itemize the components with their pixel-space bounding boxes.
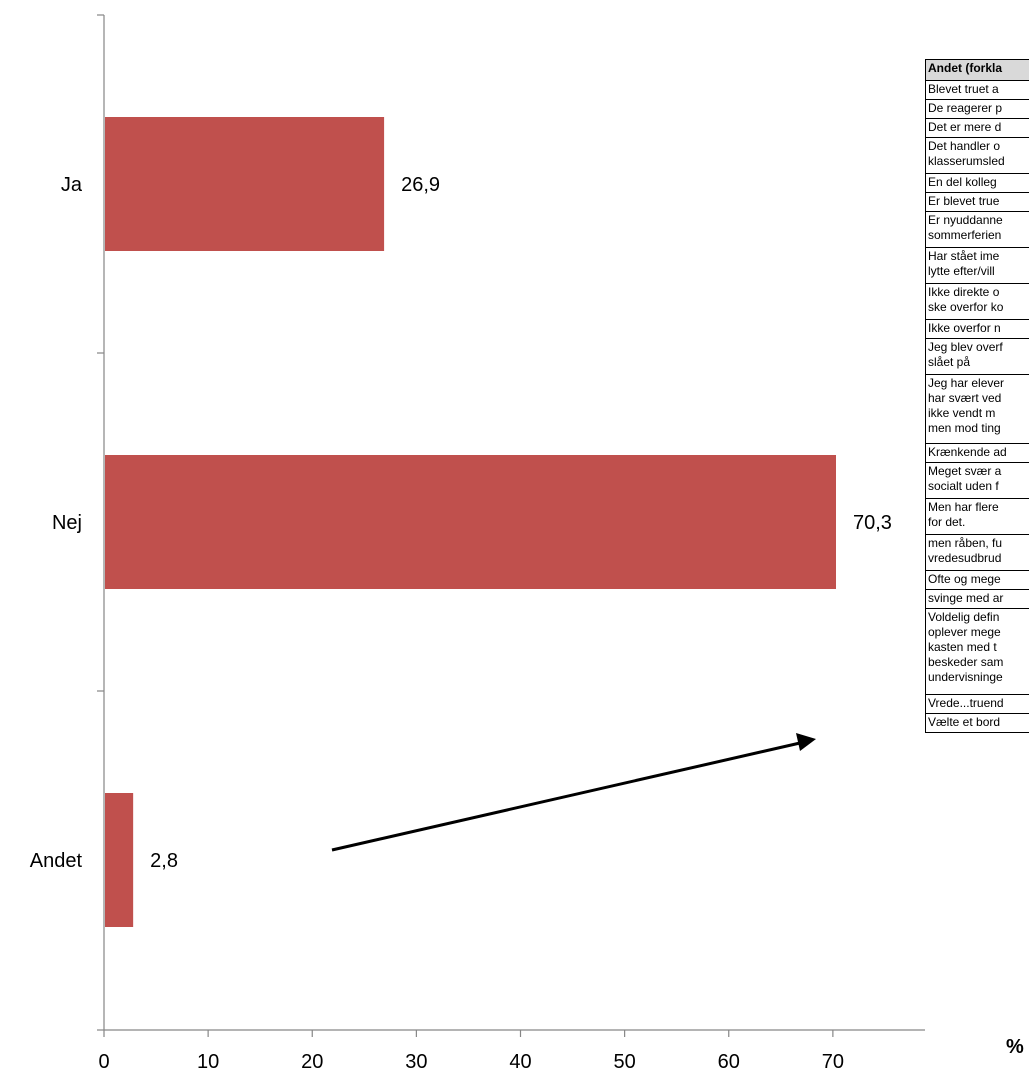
- x-tick-label: 10: [197, 1051, 219, 1073]
- table-row: men råben, fu vredesudbrud: [925, 534, 1029, 571]
- y-axis: Ja Nej Andet: [30, 14, 105, 1031]
- table-row: svinge med ar: [925, 589, 1029, 609]
- table-cell: Er blevet true: [925, 192, 1029, 212]
- bar: [105, 793, 134, 927]
- table-cell: En del kolleg: [925, 173, 1029, 193]
- x-tick-label: 20: [301, 1051, 323, 1073]
- x-tick-label: 60: [718, 1051, 740, 1073]
- data-label: 70,3: [853, 512, 892, 534]
- bars: 26,9 70,3 2,8: [105, 117, 892, 927]
- table-cell: Ofte og mege: [925, 570, 1029, 590]
- table-cell: Voldelig defin oplever mege kasten med t…: [925, 608, 1029, 695]
- table-row: En del kolleg: [925, 173, 1029, 193]
- category-label: Andet: [30, 850, 83, 872]
- x-axis-unit: %: [1006, 1036, 1024, 1058]
- table-row: Har stået ime lytte efter/vill: [925, 247, 1029, 284]
- data-label: 2,8: [150, 850, 178, 872]
- table-row: Ikke direkte o ske overfor ko: [925, 283, 1029, 320]
- table-cell: Jeg blev overf slået på: [925, 338, 1029, 375]
- table-cell: Ikke direkte o ske overfor ko: [925, 283, 1029, 320]
- table-cell: Krænkende ad: [925, 443, 1029, 463]
- table-cell: Vrede...truend: [925, 694, 1029, 714]
- table-row: Vælte et bord: [925, 713, 1029, 733]
- x-tick-label: 70: [822, 1051, 844, 1073]
- table-row: Jeg blev overf slået på: [925, 338, 1029, 375]
- table-cell: Men har flere for det.: [925, 498, 1029, 535]
- table-row: Ofte og mege: [925, 570, 1029, 590]
- table-row: Er nyuddanne sommerferien: [925, 211, 1029, 248]
- table-cell: Meget svær a socialt uden f: [925, 462, 1029, 499]
- table-cell: Jeg har elever har svært ved ikke vendt …: [925, 374, 1029, 444]
- table-row: De reagerer p: [925, 99, 1029, 119]
- table-cell: Det handler o klasserumsled: [925, 137, 1029, 174]
- annotation-arrow-line: [331, 741, 801, 852]
- table-row: Voldelig defin oplever mege kasten med t…: [925, 608, 1029, 695]
- table-cell: men råben, fu vredesudbrud: [925, 534, 1029, 571]
- explanation-table: Andet (forkla Blevet truet a De reagerer …: [925, 59, 1029, 733]
- table-cell: Har stået ime lytte efter/vill: [925, 247, 1029, 284]
- table-cell: svinge med ar: [925, 589, 1029, 609]
- table-row: Jeg har elever har svært ved ikke vendt …: [925, 374, 1029, 444]
- x-tick-label: 40: [509, 1051, 531, 1073]
- table-row: Men har flere for det.: [925, 498, 1029, 535]
- table-cell: Ikke overfor n: [925, 319, 1029, 339]
- table-cell: Blevet truet a: [925, 80, 1029, 100]
- table-cell: Vælte et bord: [925, 713, 1029, 733]
- table-row: Det er mere d: [925, 118, 1029, 138]
- table-row: Ikke overfor n: [925, 319, 1029, 339]
- x-tick-label: 30: [405, 1051, 427, 1073]
- table-header: Andet (forkla: [925, 59, 1029, 81]
- table-cell: Er nyuddanne sommerferien: [925, 211, 1029, 248]
- table-row: Meget svær a socialt uden f: [925, 462, 1029, 499]
- table-cell: Det er mere d: [925, 118, 1029, 138]
- bar: [105, 117, 385, 251]
- annotation-arrow-head: [796, 733, 816, 751]
- bar: [105, 455, 836, 589]
- x-tick-label: 50: [614, 1051, 636, 1073]
- category-label: Nej: [52, 512, 82, 534]
- table-row: Blevet truet a: [925, 80, 1029, 100]
- x-tick-label: 0: [98, 1051, 109, 1073]
- table-row: Krænkende ad: [925, 443, 1029, 463]
- x-axis: 01020304050607080: [98, 1029, 925, 1073]
- table-cell: De reagerer p: [925, 99, 1029, 119]
- table-row: Det handler o klasserumsled: [925, 137, 1029, 174]
- table-row: Er blevet true: [925, 192, 1029, 212]
- category-label: Ja: [61, 174, 83, 196]
- data-label: 26,9: [401, 174, 440, 196]
- table-row: Vrede...truend: [925, 694, 1029, 714]
